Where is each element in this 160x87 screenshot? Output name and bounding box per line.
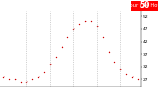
- FancyBboxPatch shape: [131, 1, 158, 11]
- Text: 50: 50: [140, 1, 150, 10]
- Text: Milwaukee Weather Outdoor Temperature per Hour (24 Hours): Milwaukee Weather Outdoor Temperature pe…: [3, 3, 160, 8]
